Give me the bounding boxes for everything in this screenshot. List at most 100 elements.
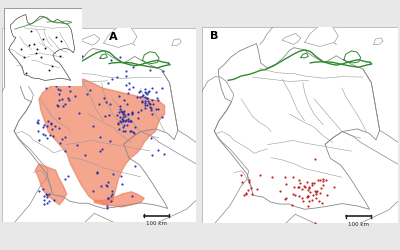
Point <box>46 192 53 196</box>
Point <box>43 86 49 90</box>
Polygon shape <box>35 164 67 205</box>
Point <box>130 130 136 134</box>
Point <box>254 187 260 191</box>
Point <box>283 182 289 186</box>
Point <box>116 55 123 59</box>
Point <box>47 132 54 136</box>
Point <box>315 178 321 182</box>
Point <box>107 58 114 62</box>
Point <box>238 173 244 177</box>
Point <box>320 177 326 181</box>
Point <box>104 184 111 188</box>
Point <box>120 125 126 129</box>
Point <box>289 203 295 207</box>
Point <box>36 189 42 193</box>
Point <box>78 54 85 58</box>
Point <box>94 170 100 174</box>
Point <box>290 185 297 189</box>
Point <box>66 98 72 102</box>
Point <box>105 196 112 200</box>
Point <box>84 92 90 96</box>
Point <box>48 122 54 126</box>
Point <box>125 118 131 122</box>
Point <box>104 204 111 208</box>
Point <box>137 95 143 99</box>
Point <box>140 92 146 96</box>
Point <box>66 84 72 88</box>
Point <box>103 183 110 187</box>
Point <box>158 115 165 119</box>
Point <box>67 89 74 93</box>
Point <box>86 88 93 92</box>
Point <box>137 89 143 93</box>
Point <box>145 101 152 105</box>
Point <box>39 125 46 129</box>
Point <box>90 124 96 128</box>
Point <box>115 122 121 126</box>
Point <box>312 221 318 225</box>
Polygon shape <box>104 26 137 48</box>
Point <box>121 98 128 102</box>
Point <box>98 146 105 150</box>
Point <box>62 177 68 181</box>
Point <box>290 192 296 196</box>
Point <box>119 116 125 120</box>
Polygon shape <box>94 192 144 207</box>
Point <box>104 206 111 210</box>
Point <box>35 129 41 133</box>
Point <box>313 190 319 194</box>
Point <box>248 186 255 190</box>
Point <box>241 193 247 197</box>
Point <box>289 174 296 178</box>
Point <box>117 104 123 108</box>
Point <box>54 103 60 107</box>
Point <box>246 180 253 184</box>
Point <box>94 170 100 174</box>
Point <box>160 69 166 73</box>
Point <box>131 131 137 135</box>
Point <box>298 187 305 191</box>
Point <box>292 193 298 197</box>
Point <box>144 96 150 100</box>
Point <box>43 192 49 196</box>
Point <box>43 202 50 205</box>
Point <box>243 192 249 196</box>
Point <box>313 192 319 196</box>
Point <box>153 90 159 94</box>
Point <box>309 198 316 202</box>
Point <box>136 90 142 94</box>
Point <box>148 112 155 116</box>
Point <box>149 102 156 106</box>
Point <box>242 191 249 195</box>
Point <box>57 88 63 92</box>
Point <box>127 119 134 123</box>
Point <box>268 175 275 179</box>
Point <box>127 129 134 133</box>
Point <box>74 143 80 147</box>
Point <box>318 186 324 190</box>
Point <box>142 87 148 91</box>
Polygon shape <box>39 78 164 205</box>
Point <box>129 194 135 198</box>
Point <box>57 142 64 146</box>
Text: 100 km: 100 km <box>146 221 167 226</box>
Point <box>317 178 324 182</box>
Point <box>126 87 132 91</box>
Point <box>149 153 156 157</box>
Point <box>323 178 330 182</box>
Point <box>320 178 326 182</box>
Point <box>125 118 131 122</box>
Point <box>142 106 148 110</box>
Point <box>276 189 283 193</box>
Point <box>301 184 307 188</box>
Point <box>135 110 142 114</box>
Point <box>122 83 129 87</box>
Point <box>304 180 310 184</box>
Point <box>257 173 263 177</box>
Point <box>118 174 124 178</box>
Point <box>295 185 302 189</box>
Point <box>142 100 148 104</box>
Point <box>309 183 316 187</box>
Point <box>134 116 141 120</box>
Point <box>302 185 308 189</box>
